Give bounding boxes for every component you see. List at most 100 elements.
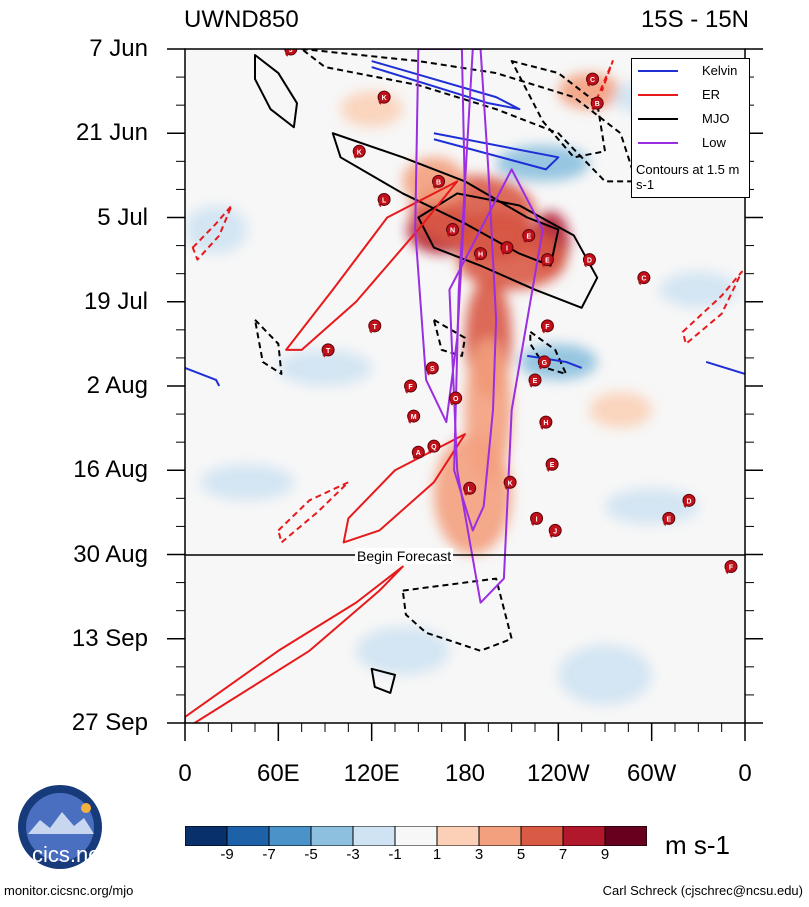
- storm-marker: F: [724, 560, 738, 575]
- storm-tail: [447, 231, 451, 238]
- storm-tail: [541, 261, 545, 268]
- storm-label: D: [686, 498, 691, 505]
- contour-kelvin: [185, 367, 221, 387]
- units-label: m s-1: [665, 830, 730, 860]
- storm-marker: C: [586, 72, 600, 87]
- storm-marker: D: [582, 253, 596, 268]
- storm-icon: [284, 49, 298, 56]
- y-tick-label: 27 Sep: [71, 709, 148, 736]
- contour-note: Contours at 1.5 m s-1: [636, 162, 740, 192]
- storm-icon: [590, 96, 604, 110]
- x-tick-label: 60W: [626, 760, 677, 787]
- storm-label: A: [416, 450, 421, 457]
- storm-label: M: [411, 414, 417, 421]
- storm-marker: K: [377, 90, 391, 105]
- storm-label: J: [553, 528, 557, 535]
- storm-tail: [501, 249, 505, 256]
- storm-marker: S: [425, 361, 439, 376]
- storm-tail: [369, 327, 373, 334]
- storm-label: D: [587, 258, 592, 265]
- storm-label: B: [595, 101, 600, 108]
- colorbar-bin: [520, 826, 564, 846]
- storm-marker: T: [321, 343, 335, 358]
- storm-tail: [725, 568, 729, 575]
- storm-icon: [411, 445, 425, 459]
- contour-er: [681, 270, 743, 345]
- storm-icon: [352, 144, 366, 158]
- storm-marker: A: [411, 445, 425, 460]
- storm-tail: [428, 447, 432, 454]
- storm-tail: [540, 423, 544, 430]
- storm-label: T: [373, 324, 378, 331]
- storm-tail: [405, 387, 409, 394]
- contour-low: [453, 49, 498, 532]
- chart-title-right: 15S - 15N: [640, 6, 749, 33]
- storm-label: H: [543, 420, 548, 427]
- anomaly-blob: [457, 229, 567, 290]
- contour-kelvin: [705, 360, 745, 375]
- storm-tail: [538, 363, 542, 370]
- storm-tail: [549, 532, 553, 539]
- footer-url[interactable]: monitor.cicsnc.org/mjo: [4, 883, 134, 898]
- legend-item-low: Low: [632, 133, 749, 153]
- storm-label: B: [436, 179, 441, 186]
- colorbar-tick-label: -3: [346, 846, 360, 863]
- storm-marker: F: [404, 379, 418, 394]
- legend-item-er: ER: [632, 85, 749, 105]
- storm-icon: [540, 319, 554, 333]
- storm-label: K: [508, 480, 513, 487]
- storm-label: O: [453, 396, 459, 403]
- storm-marker: H: [474, 247, 488, 262]
- storm-marker: E: [540, 253, 554, 268]
- y-tick-label: 21 Jun: [75, 119, 148, 147]
- storm-icon: [368, 319, 382, 333]
- contour-kelvin: [433, 132, 560, 171]
- storm-marker: M: [407, 409, 421, 424]
- storm-marker: N: [446, 223, 460, 238]
- storm-label: I: [536, 516, 538, 523]
- storm-label: I: [506, 246, 508, 253]
- y-tick-label: 19 Jul: [83, 287, 148, 315]
- storm-marker: L: [463, 481, 477, 496]
- storm-marker: O: [449, 391, 463, 406]
- storm-tail: [591, 104, 595, 111]
- storm-label: C: [590, 77, 595, 84]
- storm-icon: [377, 90, 391, 104]
- colorbar-tick-label: -1: [388, 846, 402, 863]
- storm-tail: [433, 182, 437, 190]
- storm-tail: [412, 453, 416, 460]
- storm-label: E: [550, 462, 555, 469]
- storm-icon: [528, 373, 542, 387]
- storm-icon: [586, 72, 600, 86]
- colorbar: [185, 826, 647, 846]
- anomaly-blob: [605, 488, 699, 525]
- storm-label: F: [545, 324, 550, 331]
- colorbar-tick-label: -5: [304, 846, 318, 863]
- storm-markers: J K K B N L H I E E D C B C T T S F O M Q A E G F H E L K I J D E F: [284, 49, 738, 575]
- storm-tail: [504, 483, 508, 490]
- storm-icon: [503, 475, 517, 489]
- storm-tail: [541, 327, 545, 334]
- contour-er: [191, 204, 233, 261]
- storm-icon: [682, 493, 696, 507]
- colorbar-bin: [268, 826, 312, 846]
- contour-er: [185, 565, 404, 723]
- storm-icon: [463, 481, 477, 495]
- legend-label: Low: [702, 135, 726, 150]
- storm-tail: [408, 417, 412, 424]
- anomaly-blob: [659, 271, 738, 308]
- storm-marker: Q: [427, 439, 441, 454]
- storm-label: L: [382, 197, 387, 204]
- storm-icon: [545, 457, 559, 471]
- y-tick-label: 30 Aug: [73, 540, 148, 568]
- legend-label: Kelvin: [702, 63, 738, 78]
- contour-kelvin: [371, 60, 521, 111]
- storm-marker: J: [284, 49, 298, 57]
- contour-mjo: [300, 49, 638, 183]
- storm-marker: I: [500, 241, 514, 256]
- begin-forecast-label: Begin Forecast: [355, 548, 454, 564]
- storm-icon: [724, 560, 738, 574]
- storm-tail: [475, 255, 479, 262]
- storm-icon: [582, 253, 596, 267]
- y-tick-label: 16 Aug: [73, 456, 148, 484]
